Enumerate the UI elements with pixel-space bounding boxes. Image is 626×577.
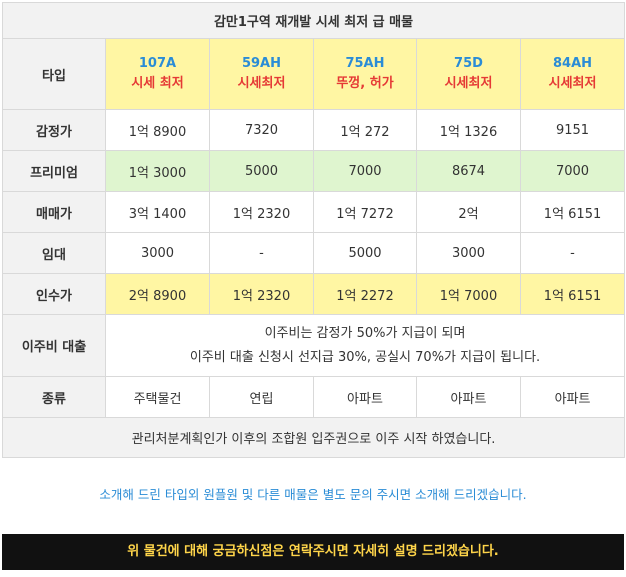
lease-value: - <box>209 232 314 274</box>
kind-label: 종류 <box>2 376 106 418</box>
sale-row: 매매가 3억 1400 1억 2320 1억 7272 2억 1억 6151 <box>2 191 626 233</box>
kind-row: 종류 주택물건 연립 아파트 아파트 아파트 <box>2 376 626 418</box>
lease-value: 5000 <box>313 232 417 274</box>
relocation-loan-line: 이주비는 감정가 50%가 지급이 되며 <box>264 325 466 341</box>
acquisition-value: 1억 7000 <box>416 273 521 315</box>
lease-value: 3000 <box>105 232 210 274</box>
type-cell: 75AH 뚜껑, 허가 <box>313 38 417 110</box>
appraisal-value: 1억 272 <box>313 109 417 151</box>
type-code: 75AH <box>345 56 385 71</box>
type-label: 타입 <box>2 38 106 110</box>
listing-table: 감만1구역 재개발 시세 최저 급 매물 타입 107A 시세 최저 59AH 시세… <box>1 2 626 458</box>
type-cell: 84AH 시세최저 <box>519 38 626 110</box>
kind-value: 주택물건 <box>105 376 210 418</box>
premium-value: 7000 <box>313 150 417 192</box>
sale-value: 1억 2320 <box>209 191 314 233</box>
relocation-loan-row: 이주비 대출 이주비는 감정가 50%가 지급이 되며 이주비 대출 신청시 선… <box>2 314 626 377</box>
type-code: 84AH <box>553 56 593 71</box>
acquisition-value: 1억 6151 <box>519 273 626 315</box>
appraisal-value: 7320 <box>209 109 314 151</box>
type-cell: 107A 시세 최저 <box>105 38 210 110</box>
footer-row: 관리처분계획인가 이후의 조합원 입주권으로 이주 시작 하였습니다. <box>1 417 626 458</box>
premium-value: 1억 3000 <box>105 150 210 192</box>
sale-value: 1억 7272 <box>313 191 417 233</box>
appraisal-row: 감정가 1억 8900 7320 1억 272 1억 1326 9151 <box>2 109 626 151</box>
type-code: 59AH <box>241 56 282 71</box>
acquisition-value: 2억 8900 <box>105 273 210 315</box>
acquisition-label: 인수가 <box>2 273 106 315</box>
relocation-loan-note: 이주비는 감정가 50%가 지급이 되며 이주비 대출 신청시 선지급 30%,… <box>104 314 626 377</box>
acquisition-value: 1억 2320 <box>209 273 314 315</box>
type-cell: 59AH 시세최저 <box>209 38 314 110</box>
acquisition-row: 인수가 2억 8900 1억 2320 1억 2272 1억 7000 1억 6… <box>2 273 626 315</box>
sale-value: 2억 <box>416 191 521 233</box>
appraisal-value: 9151 <box>519 109 626 151</box>
kind-value: 아파트 <box>416 376 521 418</box>
type-note: 시세최저 <box>548 76 597 91</box>
type-note: 시세 최저 <box>131 76 184 91</box>
type-note: 시세최저 <box>444 76 493 91</box>
type-cell: 75D 시세최저 <box>416 38 521 110</box>
sale-value: 3억 1400 <box>105 191 210 233</box>
type-note: 시세최저 <box>237 76 286 91</box>
footer-note: 관리처분계획인가 이후의 조합원 입주권으로 이주 시작 하였습니다. <box>1 417 626 458</box>
lease-value: - <box>519 232 626 274</box>
relocation-loan-label: 이주비 대출 <box>2 314 106 377</box>
type-row: 타입 107A 시세 최저 59AH 시세최저 75AH 뚜껑, 허가 75D 시세최저… <box>2 38 626 110</box>
premium-value: 7000 <box>519 150 626 192</box>
premium-row: 프리미엄 1억 3000 5000 7000 8674 7000 <box>2 150 626 192</box>
premium-label: 프리미엄 <box>2 150 106 192</box>
page-title: 감만1구역 재개발 시세 최저 급 매물 <box>1 2 626 39</box>
type-code: 75D <box>454 56 483 71</box>
kind-value: 아파트 <box>313 376 417 418</box>
premium-value: 5000 <box>209 150 314 192</box>
listing-container: 감만1구역 재개발 시세 최저 급 매물 타입 107A 시세 최저 59AH 시세… <box>1 2 626 458</box>
premium-value: 8674 <box>416 150 521 192</box>
lease-row: 임대 3000 - 5000 3000 - <box>2 232 626 274</box>
lease-value: 3000 <box>416 232 521 274</box>
appraisal-value: 1억 1326 <box>416 109 521 151</box>
type-code: 107A <box>138 56 177 71</box>
relocation-loan-line: 이주비 대출 신청시 선지급 30%, 공실시 70%가 지급이 됩니다. <box>189 349 541 365</box>
type-note: 뚜껑, 허가 <box>336 76 394 91</box>
kind-value: 아파트 <box>519 376 626 418</box>
kind-value: 연립 <box>209 376 314 418</box>
sale-label: 매매가 <box>2 191 106 233</box>
info-text: 소개해 드린 타입외 원플원 및 다른 매물은 별도 문의 주시면 소개해 드리… <box>99 487 527 502</box>
lease-label: 임대 <box>2 232 106 274</box>
appraisal-value: 1억 8900 <box>105 109 210 151</box>
acquisition-value: 1억 2272 <box>313 273 417 315</box>
appraisal-label: 감정가 <box>2 109 106 151</box>
contact-banner: 위 물건에 대해 궁금하신점은 연락주시면 자세히 설명 드리겠습니다. <box>2 534 624 570</box>
sale-value: 1억 6151 <box>519 191 626 233</box>
